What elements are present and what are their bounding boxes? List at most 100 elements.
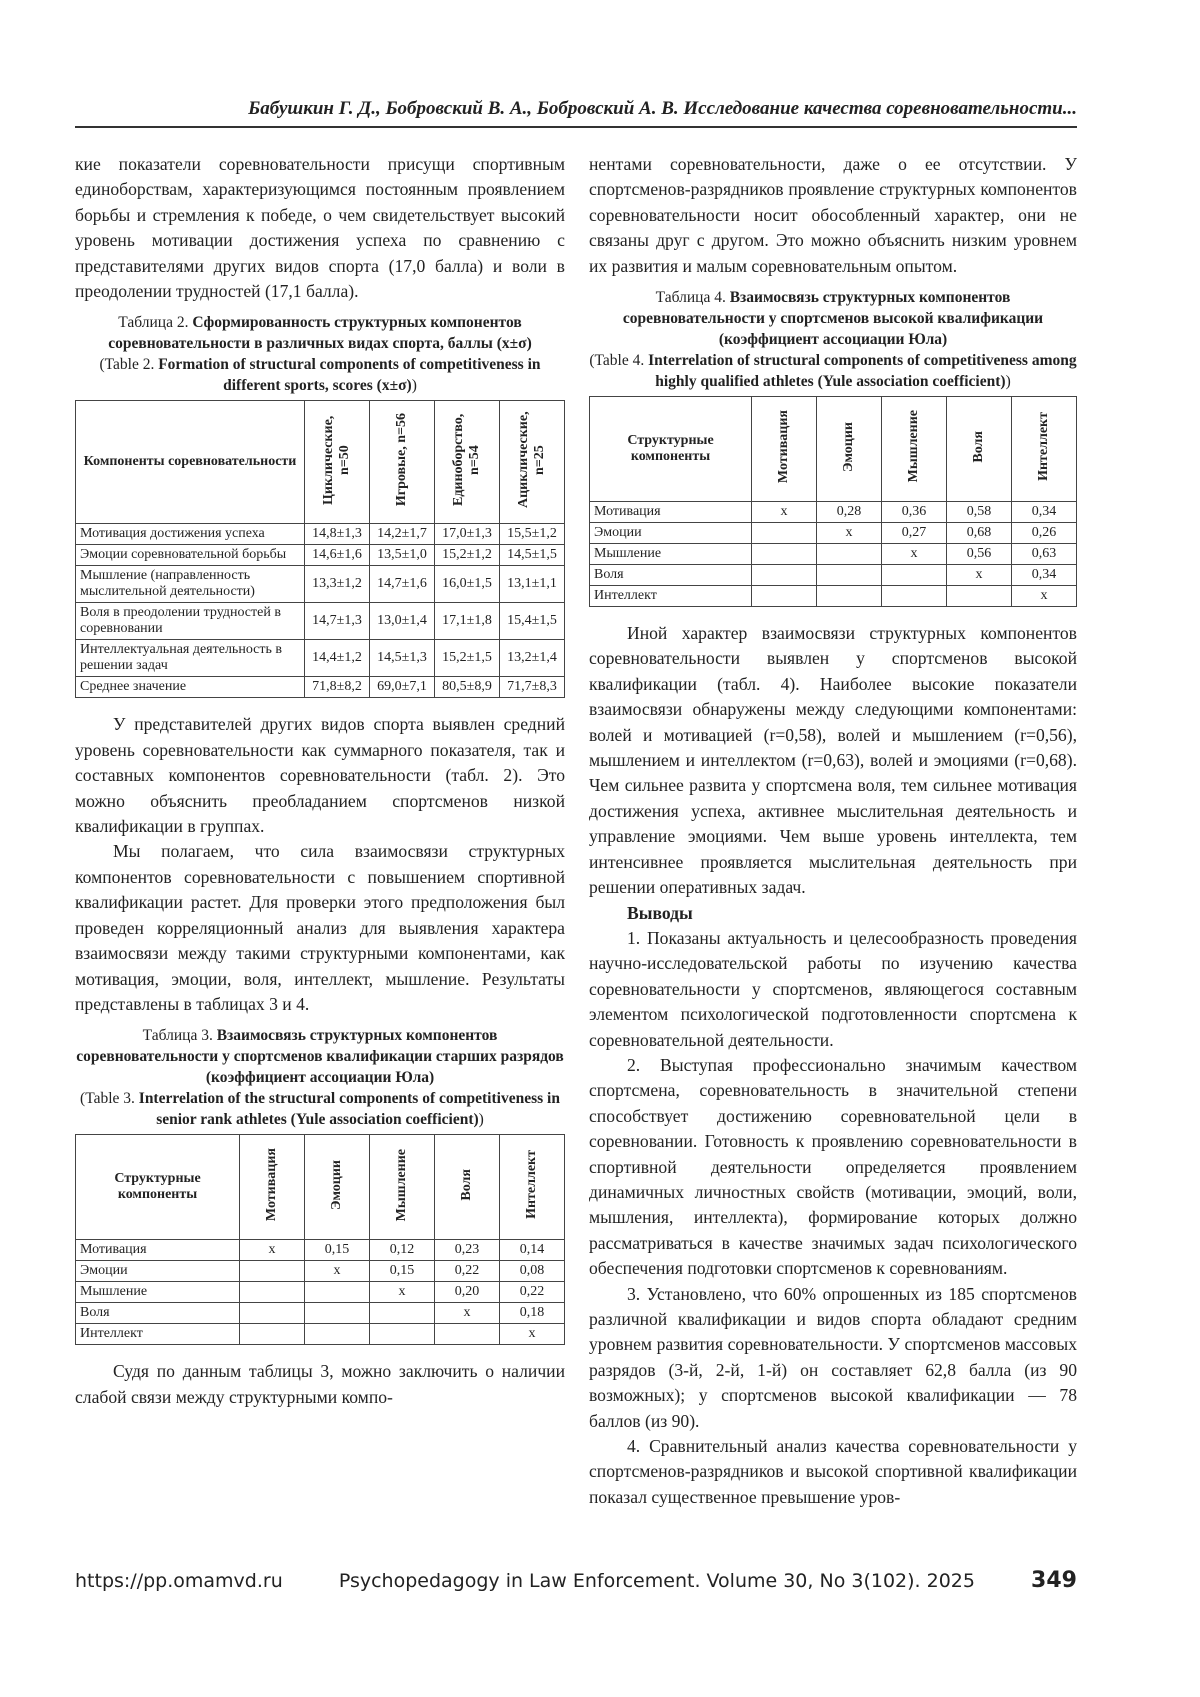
caption-label: Таблица 2.	[118, 314, 188, 331]
table-cell: 71,8±8,2	[305, 677, 370, 698]
header-text: Игровые, n=56	[394, 413, 410, 506]
table-row: Среднее значение71,8±8,269,0±7,180,5±8,9…	[76, 677, 565, 698]
header-cell: Воля	[947, 397, 1012, 502]
table-row: Воляx0,18	[76, 1303, 565, 1324]
conclusion: 4. Сравнительный анализ качества соревно…	[589, 1434, 1077, 1510]
table-cell: 0,18	[500, 1303, 565, 1324]
header-cell: Ациклические, n=25	[500, 401, 565, 524]
table-cell	[817, 565, 882, 586]
table-cell	[882, 565, 947, 586]
header-row: Компоненты соревновательности Циклические…	[76, 401, 565, 524]
row-label: Мышление (направленность мыслительной де…	[76, 566, 305, 603]
conclusion: 1. Показаны актуальность и целесообразно…	[589, 926, 1077, 1053]
table: Структурные компонентыМотивацияЭмоцииМыш…	[589, 396, 1077, 607]
table-cell	[240, 1282, 305, 1303]
row-label: Мотивация	[590, 502, 752, 523]
table-cell: x	[882, 544, 947, 565]
table-caption: Таблица 2. Сформированность структурных …	[75, 312, 565, 396]
conclusion: 2. Выступая профессионально значимым кач…	[589, 1053, 1077, 1282]
right-column: нентами соревновательности, даже о ее от…	[589, 152, 1077, 1510]
header-row: Структурные компонентыМотивацияЭмоцииМыш…	[76, 1135, 565, 1240]
table-cell: 14,5±1,3	[370, 640, 435, 677]
table-cell: 14,6±1,6	[305, 545, 370, 566]
table-cell: 0,08	[500, 1261, 565, 1282]
table-cell: 15,4±1,5	[500, 603, 565, 640]
caption-label: (Table 2.	[99, 356, 154, 373]
table-row: Воля в преодолении трудностей в соревнов…	[76, 603, 565, 640]
table-cell: 14,8±1,3	[305, 524, 370, 545]
table-cell: 0,20	[435, 1282, 500, 1303]
header-text: Воля	[459, 1169, 475, 1201]
table-cell	[305, 1303, 370, 1324]
table-row: Интеллект x	[76, 1324, 565, 1345]
row-label: Мотивация	[76, 1240, 240, 1261]
caption-title: Formation of structural components of co…	[158, 356, 540, 394]
table-cell: x	[435, 1303, 500, 1324]
table-row: Мышлениеx0,560,63	[590, 544, 1077, 565]
row-label: Воля	[590, 565, 752, 586]
table-cell: 14,7±1,6	[370, 566, 435, 603]
table-row: Эмоцииx0,150,220,08	[76, 1261, 565, 1282]
header-cell: Мотивация	[752, 397, 817, 502]
table-cell: x	[817, 523, 882, 544]
table-row: Эмоцииx0,270,680,26	[590, 523, 1077, 544]
header-text: Мышление	[906, 410, 922, 482]
table: Структурные компонентыМотивация Эмоции Мыш…	[75, 1134, 565, 1345]
caption-close: )	[479, 1111, 484, 1128]
caption-label: (Table 3.	[80, 1090, 135, 1107]
table-row: Интеллектx	[590, 586, 1077, 607]
footer-url: https://pp.omamvd.ru	[75, 1570, 283, 1592]
row-label: Мотивация достижения успеха	[76, 524, 305, 545]
table-cell	[370, 1324, 435, 1345]
table-cell: 0,28	[817, 502, 882, 523]
header-cell: Циклические, n=50	[305, 401, 370, 524]
table-row: Мышлениеx0,200,22	[76, 1282, 565, 1303]
paragraph: кие показатели соревновательности присущ…	[75, 152, 565, 304]
table-row: Эмоции соревновательной борьбы14,6±1,613…	[76, 545, 565, 566]
header-text: Единоборство, n=54	[451, 404, 483, 516]
table-cell: 17,1±1,8	[435, 603, 500, 640]
table-row: Воляx0,34	[590, 565, 1077, 586]
page-number: 349	[1031, 1568, 1077, 1593]
row-label: Эмоции	[590, 523, 752, 544]
paragraph: У представителей других видов спорта выя…	[75, 712, 565, 839]
table-row: Мышление (направленность мыслительной де…	[76, 566, 565, 603]
header-cell: Воля	[435, 1135, 500, 1240]
header-text: Мотивация	[776, 410, 792, 483]
table-cell: 0,22	[435, 1261, 500, 1282]
section-heading: Выводы	[627, 901, 1077, 926]
header-text: Циклические, n=50	[321, 404, 353, 516]
table-cell: 15,5±1,2	[500, 524, 565, 545]
table-cell: 0,63	[1012, 544, 1077, 565]
header-cell: Мышление	[370, 1135, 435, 1240]
table-cell: 17,0±1,3	[435, 524, 500, 545]
header-cell: Единоборство, n=54	[435, 401, 500, 524]
table-cell: x	[500, 1324, 565, 1345]
header-text: Ациклические, n=25	[516, 404, 548, 516]
header-cell: Структурные компоненты	[76, 1135, 240, 1240]
table-cell	[240, 1303, 305, 1324]
row-label: Воля в преодолении трудностей в соревнов…	[76, 603, 305, 640]
table-cell	[882, 586, 947, 607]
header-cell: Компоненты соревновательности	[76, 401, 305, 524]
table-row: Мотивацияx0,280,360,580,34	[590, 502, 1077, 523]
table-cell	[752, 586, 817, 607]
table-row: Мотивацияx0,150,120,230,14	[76, 1240, 565, 1261]
table-cell: x	[240, 1240, 305, 1261]
header-cell: Мышление	[882, 397, 947, 502]
table-cell: 13,3±1,2	[305, 566, 370, 603]
table-cell: 15,2±1,2	[435, 545, 500, 566]
table-cell	[240, 1261, 305, 1282]
caption-title: Interrelation of the structural componen…	[139, 1090, 560, 1128]
paragraph: Иной характер взаимосвязи структурных ко…	[589, 621, 1077, 900]
paragraph: Мы полагаем, что сила взаимосвязи структ…	[75, 839, 565, 1017]
header-cell: Структурные компоненты	[590, 397, 752, 502]
table-cell: 13,1±1,1	[500, 566, 565, 603]
header-text: Эмоции	[329, 1160, 345, 1210]
row-label: Интеллект	[76, 1324, 240, 1345]
header-text: Интеллект	[1036, 412, 1052, 481]
footer-journal: Psychopedagogy in Law Enforcement. Volum…	[339, 1570, 975, 1592]
row-label: Мышление	[590, 544, 752, 565]
